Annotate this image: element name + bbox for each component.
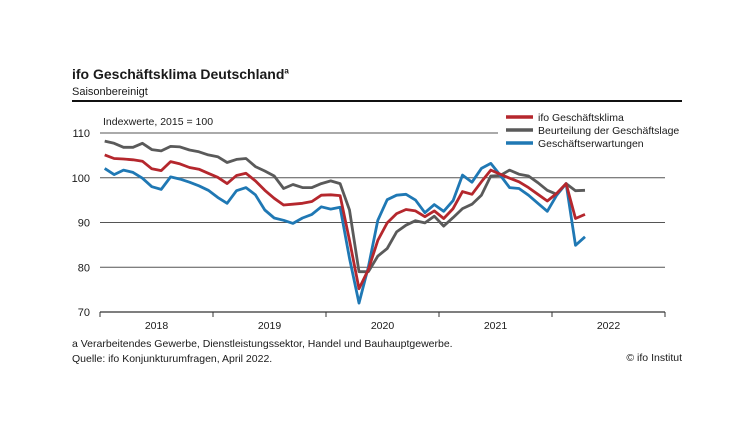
series-line-0 [104, 153, 586, 291]
source-note: Quelle: ifo Konjunkturumfragen, April 20… [72, 353, 273, 365]
y-tick-label: 70 [78, 307, 90, 319]
x-tick-label: 2019 [258, 320, 282, 332]
x-tick-label: 2018 [145, 320, 169, 332]
legend-label: Geschäftserwartungen [538, 138, 644, 150]
chart-title: ifo Geschäftsklima Deutschlanda [72, 66, 289, 82]
x-tick-label: 2021 [484, 320, 508, 332]
y-tick-label: 90 [78, 218, 90, 230]
y-tick-label: 110 [72, 128, 90, 140]
legend-label: ifo Geschäftsklima [538, 112, 624, 124]
copyright: © ifo Institut [626, 352, 682, 364]
y-axis-label: Indexwerte, 2015 = 100 [103, 116, 213, 128]
y-tick-label: 100 [72, 173, 90, 185]
legend-label: Beurteilung der Geschäftslage [538, 125, 679, 137]
footnote-a: a Verarbeitendes Gewerbe, Dienstleistung… [72, 338, 453, 350]
chart-subtitle: Saisonbereinigt [72, 86, 148, 98]
x-tick-label: 2020 [371, 320, 395, 332]
series-line-1 [104, 139, 586, 274]
y-tick-label: 80 [78, 262, 90, 274]
x-tick-label: 2022 [597, 320, 621, 332]
series-line-2 [103, 161, 586, 305]
title-rule [72, 100, 682, 102]
